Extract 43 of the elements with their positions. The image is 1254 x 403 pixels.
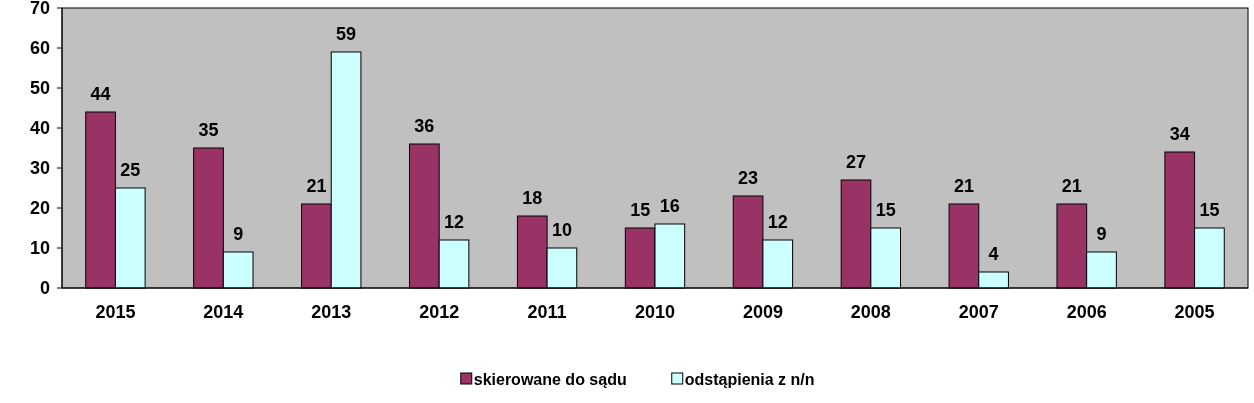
data-label: 34 xyxy=(1169,124,1190,144)
x-tick-label: 2014 xyxy=(203,302,244,322)
data-label: 12 xyxy=(767,212,788,232)
legend-label: skierowane do sądu xyxy=(473,371,627,388)
data-label: 12 xyxy=(443,212,465,232)
x-tick-label: 2009 xyxy=(742,302,783,322)
y-tick-label: 20 xyxy=(29,198,50,219)
data-label: 36 xyxy=(414,116,435,136)
y-tick-label: 0 xyxy=(39,278,50,299)
data-label: 9 xyxy=(233,224,244,244)
x-tick-label: 2011 xyxy=(527,302,567,322)
y-tick-label: 50 xyxy=(29,78,50,99)
data-label: 27 xyxy=(845,152,867,172)
data-label: 15 xyxy=(630,200,651,220)
y-tick-label: 10 xyxy=(29,238,50,259)
x-tick-label: 2013 xyxy=(311,302,352,322)
x-tick-label: 2012 xyxy=(419,302,460,322)
data-label: 15 xyxy=(875,200,896,220)
data-label: 9 xyxy=(1096,224,1107,244)
data-label: 21 xyxy=(306,176,327,196)
x-tick-label: 2006 xyxy=(1066,302,1107,322)
data-label: 18 xyxy=(522,188,543,208)
y-tick-label: 60 xyxy=(29,38,50,59)
x-tick-label: 2005 xyxy=(1174,302,1215,322)
data-label: 59 xyxy=(336,24,357,44)
legend-label: odstąpienia z n/n xyxy=(684,371,815,388)
data-label: 35 xyxy=(198,120,219,140)
data-label: 10 xyxy=(551,220,572,240)
data-label: 23 xyxy=(738,168,759,188)
x-tick-label: 2015 xyxy=(95,302,136,322)
data-label: 4 xyxy=(988,244,999,264)
y-tick-label: 70 xyxy=(29,0,50,19)
data-label: 21 xyxy=(1061,176,1082,196)
y-tick-label: 40 xyxy=(29,118,50,139)
x-tick-label: 2010 xyxy=(634,302,676,322)
data-label: 15 xyxy=(1199,200,1220,220)
data-label: 21 xyxy=(953,176,974,196)
y-tick-label: 30 xyxy=(29,158,50,179)
data-label: 16 xyxy=(659,196,680,216)
x-tick-label: 2008 xyxy=(850,302,891,322)
x-tick-label: 2007 xyxy=(958,302,999,322)
data-label: 25 xyxy=(120,160,141,180)
data-label: 44 xyxy=(90,84,111,104)
